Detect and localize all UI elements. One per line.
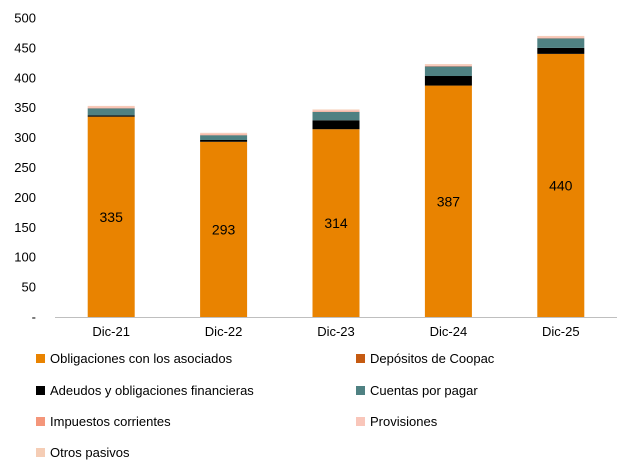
legend-swatch: [36, 417, 45, 426]
bar-segment: [88, 108, 135, 109]
y-tick-label: -: [32, 310, 36, 325]
legend-label: Otros pasivos: [50, 445, 130, 460]
bar-segment: [537, 38, 584, 48]
legend-label: Adeudos y obligaciones financieras: [50, 383, 254, 398]
bar-segment: [313, 120, 360, 129]
x-tick-label: Dic-24: [430, 324, 468, 339]
data-label: 293: [212, 221, 236, 237]
legend-swatch: [36, 354, 45, 363]
bar-segment: [425, 66, 472, 67]
bar-segment: [425, 64, 472, 65]
x-tick-label: Dic-23: [317, 324, 355, 339]
data-label: 387: [437, 193, 461, 209]
bar-segment: [313, 112, 360, 120]
y-tick-label: 250: [14, 160, 36, 175]
data-label: 440: [549, 177, 573, 193]
bar-segment: [425, 76, 472, 86]
bar-segment: [88, 107, 135, 108]
bar-segment: [313, 110, 360, 111]
bar-segment: [88, 115, 135, 116]
bar-segment: [537, 36, 584, 37]
y-tick-label: 450: [14, 40, 36, 55]
bar-segment: [425, 65, 472, 66]
y-tick-label: 200: [14, 190, 36, 205]
bar-segment: [313, 109, 360, 110]
y-tick-label: 300: [14, 130, 36, 145]
legend-swatch: [356, 386, 365, 395]
bar-segment: [200, 135, 247, 140]
bar-segment: [200, 140, 247, 142]
y-tick-label: 50: [22, 280, 36, 295]
x-tick-label: Dic-22: [205, 324, 243, 339]
bar-segment: [200, 133, 247, 134]
legend-swatch: [356, 417, 365, 426]
legend-label: Impuestos corrientes: [50, 414, 171, 429]
legend-label: Provisiones: [370, 414, 438, 429]
data-label: 335: [100, 209, 124, 225]
y-tick-label: 100: [14, 250, 36, 265]
y-tick-label: 500: [14, 11, 36, 26]
bar-segment: [425, 66, 472, 76]
data-label: 314: [324, 215, 348, 231]
legend-swatch: [356, 354, 365, 363]
y-tick-label: 350: [14, 100, 36, 115]
y-tick-label: 400: [14, 70, 36, 85]
bar-segment: [537, 48, 584, 54]
x-tick-label: Dic-21: [92, 324, 130, 339]
bar-segment: [88, 108, 135, 115]
legend-label: Depósitos de Coopac: [370, 351, 495, 366]
legend-label: Cuentas por pagar: [370, 383, 478, 398]
legend-swatch: [36, 386, 45, 395]
bar-segment: [313, 111, 360, 112]
bar-segment: [88, 106, 135, 107]
legend-label: Obligaciones con los asociados: [50, 351, 233, 366]
y-tick-label: 150: [14, 220, 36, 235]
x-tick-label: Dic-25: [542, 324, 580, 339]
legend-swatch: [36, 448, 45, 457]
bar-segment: [537, 38, 584, 39]
bar-segment: [537, 37, 584, 38]
bar-segment: [200, 135, 247, 136]
bar-segment: [200, 133, 247, 134]
